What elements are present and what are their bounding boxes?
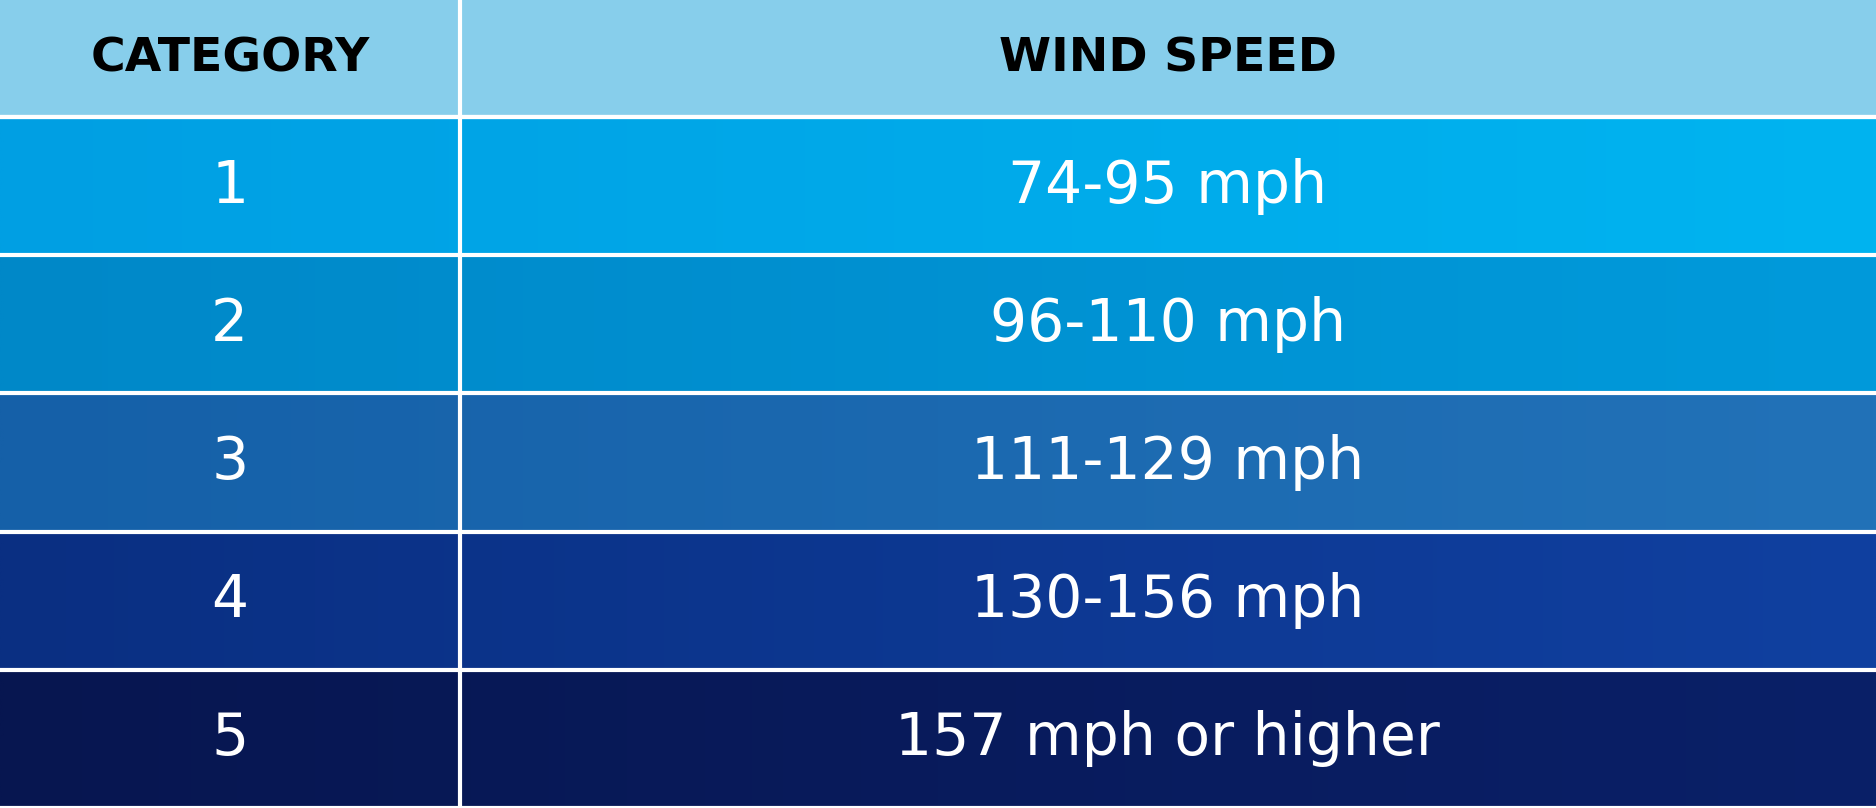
Text: 4: 4: [212, 572, 248, 629]
Text: 157 mph or higher: 157 mph or higher: [895, 710, 1441, 768]
Text: 5: 5: [212, 710, 248, 768]
Bar: [0, 0, 1876, 117]
Text: 111-129 mph: 111-129 mph: [972, 434, 1364, 491]
Text: 2: 2: [212, 296, 248, 353]
Text: 74-95 mph: 74-95 mph: [1007, 158, 1328, 215]
Text: 96-110 mph: 96-110 mph: [991, 296, 1345, 353]
Text: WIND SPEED: WIND SPEED: [998, 36, 1338, 81]
Text: CATEGORY: CATEGORY: [90, 36, 370, 81]
Text: 3: 3: [212, 434, 248, 491]
Text: 130-156 mph: 130-156 mph: [972, 572, 1364, 629]
Text: 1: 1: [212, 158, 248, 215]
